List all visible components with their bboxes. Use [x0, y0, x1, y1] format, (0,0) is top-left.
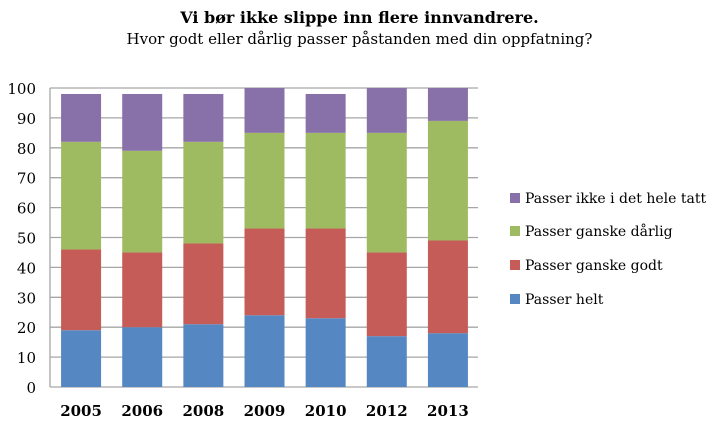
legend-label: Passer ikke i det hele tatt [525, 191, 706, 207]
bar-segment [122, 327, 163, 387]
bar-segment [427, 120, 468, 241]
legend-label: Passer helt [525, 292, 604, 308]
y-tick-label: 0 [26, 379, 36, 397]
bar-segment [183, 93, 224, 142]
legend-swatch [510, 260, 520, 270]
legend-swatch [510, 294, 520, 304]
bar-segment [61, 141, 102, 250]
bar-segment [366, 336, 407, 387]
bar-segment [244, 315, 285, 387]
bar-segment [427, 88, 468, 121]
x-tick-label: 2008 [182, 402, 224, 420]
bar-segment [61, 93, 102, 142]
bar-segment [305, 228, 346, 319]
y-tick-label: 60 [17, 200, 36, 218]
bar-segment [427, 333, 468, 387]
bar-segment [427, 240, 468, 334]
y-tick-label: 30 [17, 289, 36, 307]
y-tick-label: 90 [17, 110, 36, 128]
y-tick-label: 20 [17, 319, 36, 337]
y-tick-label: 70 [17, 170, 36, 188]
bar-segment [244, 88, 285, 133]
bar-segment [366, 132, 407, 253]
y-tick-label: 100 [7, 80, 36, 98]
y-tick-label: 50 [17, 230, 36, 248]
legend-swatch [510, 226, 520, 236]
bar-segment [183, 141, 224, 244]
legend-swatch [510, 193, 520, 203]
bar-segment [305, 318, 346, 387]
bar-segment [183, 243, 224, 325]
chart-title: Vi bør ikke slippe inn flere innvandrere… [180, 8, 539, 27]
bar-segment [122, 150, 163, 253]
bar-segment [183, 324, 224, 387]
x-tick-label: 2012 [366, 402, 408, 420]
chart-subtitle: Hvor godt eller dårlig passer påstanden … [126, 30, 593, 48]
bar-segment [366, 88, 407, 133]
bar-segment [244, 228, 285, 316]
x-tick-label: 2005 [60, 402, 102, 420]
legend-label: Passer ganske dårlig [525, 223, 673, 240]
legend-label: Passer ganske godt [525, 258, 663, 274]
bar-segment [305, 93, 346, 133]
bar-segment [305, 132, 346, 229]
bar-segment [122, 252, 163, 328]
y-tick-label: 80 [17, 140, 36, 158]
bar-segment [61, 249, 102, 331]
x-tick-label: 2006 [121, 402, 163, 420]
x-tick-label: 2009 [244, 402, 286, 420]
bar-segment [366, 252, 407, 337]
x-tick-label: 2013 [427, 402, 469, 420]
bar-segment [61, 330, 102, 387]
bar-segment [122, 93, 163, 151]
x-tick-label: 2010 [305, 402, 347, 420]
y-tick-label: 10 [17, 349, 36, 367]
y-tick-label: 40 [17, 259, 36, 277]
bar-segment [244, 132, 285, 229]
